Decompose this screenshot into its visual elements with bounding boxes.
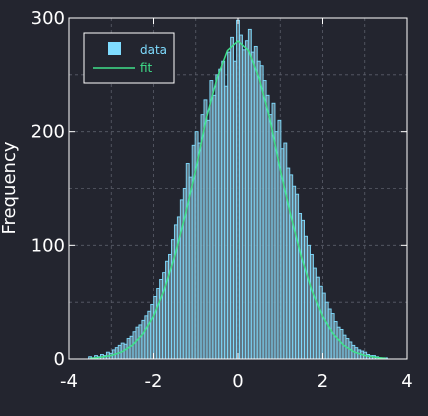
y-axis-label: Frequency <box>0 141 20 234</box>
y-tick-label: 200 <box>31 122 65 143</box>
fit-line <box>90 39 386 360</box>
legend-data-label: data <box>140 43 167 57</box>
x-axis-ticks: -4 -2 0 2 4 <box>60 18 413 392</box>
y-tick-label: 0 <box>54 349 65 370</box>
legend-fit-label: fit <box>140 61 153 75</box>
legend: data fit <box>83 32 175 84</box>
x-tick-label: 0 <box>232 371 243 392</box>
x-tick-label: -4 <box>60 371 78 392</box>
y-axis-ticks: 0 100 200 300 <box>31 8 407 370</box>
x-tick-label: 2 <box>317 371 328 392</box>
y-tick-label: 300 <box>31 8 65 29</box>
legend-data-swatch <box>108 42 121 55</box>
legend-box <box>83 32 175 84</box>
x-tick-label: 4 <box>401 371 412 392</box>
y-tick-label: 100 <box>31 235 65 256</box>
x-tick-label: -2 <box>145 371 163 392</box>
